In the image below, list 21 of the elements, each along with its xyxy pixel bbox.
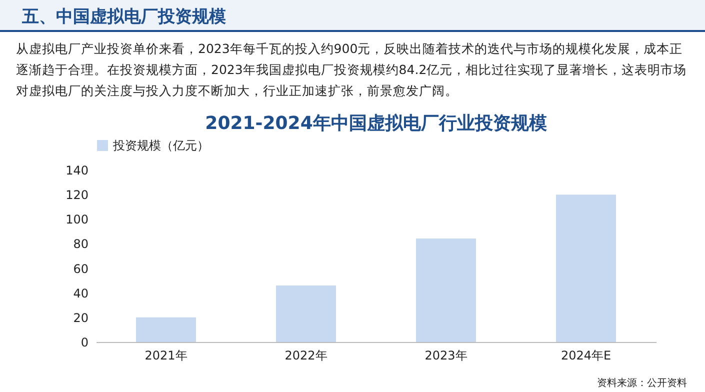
text: 五、中国虚拟电厂投资规模 (22, 6, 226, 28)
bar (136, 317, 196, 342)
y-tick-label: 80 (73, 237, 88, 252)
y-tick-label: 140 (66, 164, 88, 178)
x-tick-label: 2024年E (560, 348, 612, 362)
text: 资料来源：公开资料 (597, 376, 687, 390)
x-tick-label: 2021年 (144, 348, 188, 362)
y-tick-label: 120 (66, 188, 88, 202)
bar (416, 238, 476, 342)
legend-label: 投资规模（亿元） (112, 138, 209, 152)
y-tick-label: 60 (73, 262, 88, 276)
y-tick-label: 0 (80, 336, 88, 350)
x-tick-label: 2022年 (284, 348, 328, 362)
bar (276, 285, 336, 342)
x-tick-label: 2023年 (424, 348, 468, 362)
text: 从虚拟电厂产业投资单价来看，2023年每千瓦的投入约900元，反映出随着技术的迭代与市场的规模化发展，成本正逐渐趋于合理。在投资规模方面，2023年我国虚拟电厂投资规模约84.2亿元，相比过往实现了显著增长，这表明市场对虚拟电厂的关注度与投入力度不断加大，行业正加速扩张，前景愈发广阔。 (16, 40, 688, 100)
y-tick-label: 40 (73, 286, 88, 300)
chart-title: 2021-2024年中国虚拟电厂行业投资规模 (205, 113, 547, 134)
bar (556, 194, 616, 342)
y-tick-label: 20 (73, 310, 88, 325)
y-tick-label: 100 (66, 212, 88, 227)
